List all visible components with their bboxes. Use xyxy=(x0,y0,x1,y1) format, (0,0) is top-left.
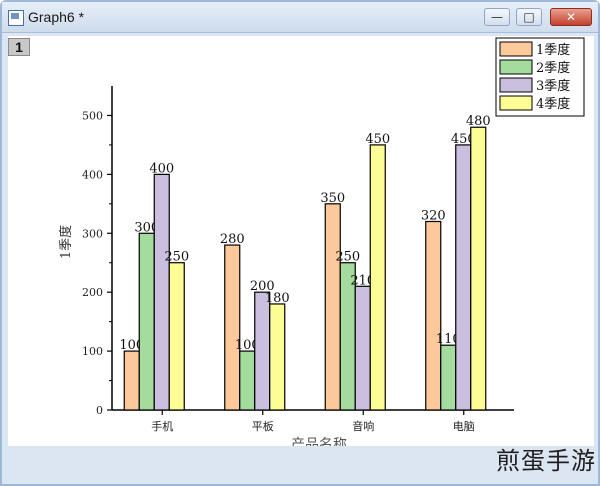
bar xyxy=(369,144,386,411)
legend-label: 1季度 xyxy=(536,42,570,58)
bar xyxy=(470,126,487,411)
bar xyxy=(138,232,155,411)
y-tick-label: 400 xyxy=(82,168,103,181)
bar-value-label: 250 xyxy=(164,250,189,265)
x-tick-label: 手机 xyxy=(151,419,173,433)
bar xyxy=(354,285,371,411)
x-tick-label: 音响 xyxy=(352,419,374,433)
title-bar[interactable]: Graph6 * — □ ✕ xyxy=(2,2,598,33)
y-axis-title: 1季度 xyxy=(58,225,74,259)
bar-value-label: 100 xyxy=(235,338,260,353)
bar xyxy=(239,350,256,411)
bar xyxy=(269,303,286,411)
y-tick-label: 500 xyxy=(82,109,103,122)
legend-swatch xyxy=(499,59,533,75)
bar xyxy=(440,344,457,411)
legend-swatch xyxy=(499,95,533,111)
x-axis-title: 产品名称 xyxy=(291,437,347,446)
minimize-button[interactable]: — xyxy=(484,8,510,26)
legend-label: 4季度 xyxy=(536,96,570,112)
x-tick-label: 平板 xyxy=(252,419,274,433)
bar-value-label: 450 xyxy=(365,132,390,147)
bar xyxy=(324,203,341,411)
graph-page[interactable]: 0 100 200 300 400 500 100 300 400 250 手机 280 100 200 1… xyxy=(8,36,594,446)
bar xyxy=(153,173,170,411)
bar-value-label: 180 xyxy=(265,291,290,306)
bar-value-label: 450 xyxy=(451,132,476,147)
close-button[interactable]: ✕ xyxy=(550,8,592,26)
bar xyxy=(123,350,140,411)
legend-swatch xyxy=(499,77,533,93)
legend-swatch xyxy=(499,41,533,57)
y-tick-label: 0 xyxy=(96,404,103,417)
bar xyxy=(168,262,185,411)
graph-window-icon xyxy=(8,10,24,26)
y-tick-label: 300 xyxy=(82,227,103,240)
bar-value-label: 210 xyxy=(350,273,375,288)
bar-chart: 0100200300400500100300400250手机2801002001… xyxy=(58,37,585,446)
legend-label: 2季度 xyxy=(536,60,570,76)
y-tick-label: 200 xyxy=(82,286,103,299)
bar-value-label: 110 xyxy=(436,332,461,347)
bar-value-label: 320 xyxy=(421,208,446,223)
bar-value-label: 480 xyxy=(466,114,491,129)
layer-badge[interactable]: 1 xyxy=(8,38,30,56)
y-tick-label: 100 xyxy=(82,345,103,358)
bar-value-label: 400 xyxy=(149,161,174,176)
bar xyxy=(425,220,442,411)
window-title: Graph6 * xyxy=(28,9,85,25)
bar-value-label: 250 xyxy=(335,250,360,265)
bar-value-label: 100 xyxy=(119,338,144,353)
bar xyxy=(455,144,472,411)
watermark-text: 煎蛋手游 xyxy=(496,447,596,475)
maximize-button[interactable]: □ xyxy=(516,8,542,26)
bar-value-label: 200 xyxy=(250,279,275,294)
bar-value-label: 350 xyxy=(320,191,345,206)
bar xyxy=(254,291,271,411)
x-tick-label: 电脑 xyxy=(453,420,475,433)
legend-label: 3季度 xyxy=(536,78,570,94)
bar xyxy=(224,244,241,411)
bar-value-label: 280 xyxy=(220,232,245,247)
bar-value-label: 300 xyxy=(134,220,159,235)
